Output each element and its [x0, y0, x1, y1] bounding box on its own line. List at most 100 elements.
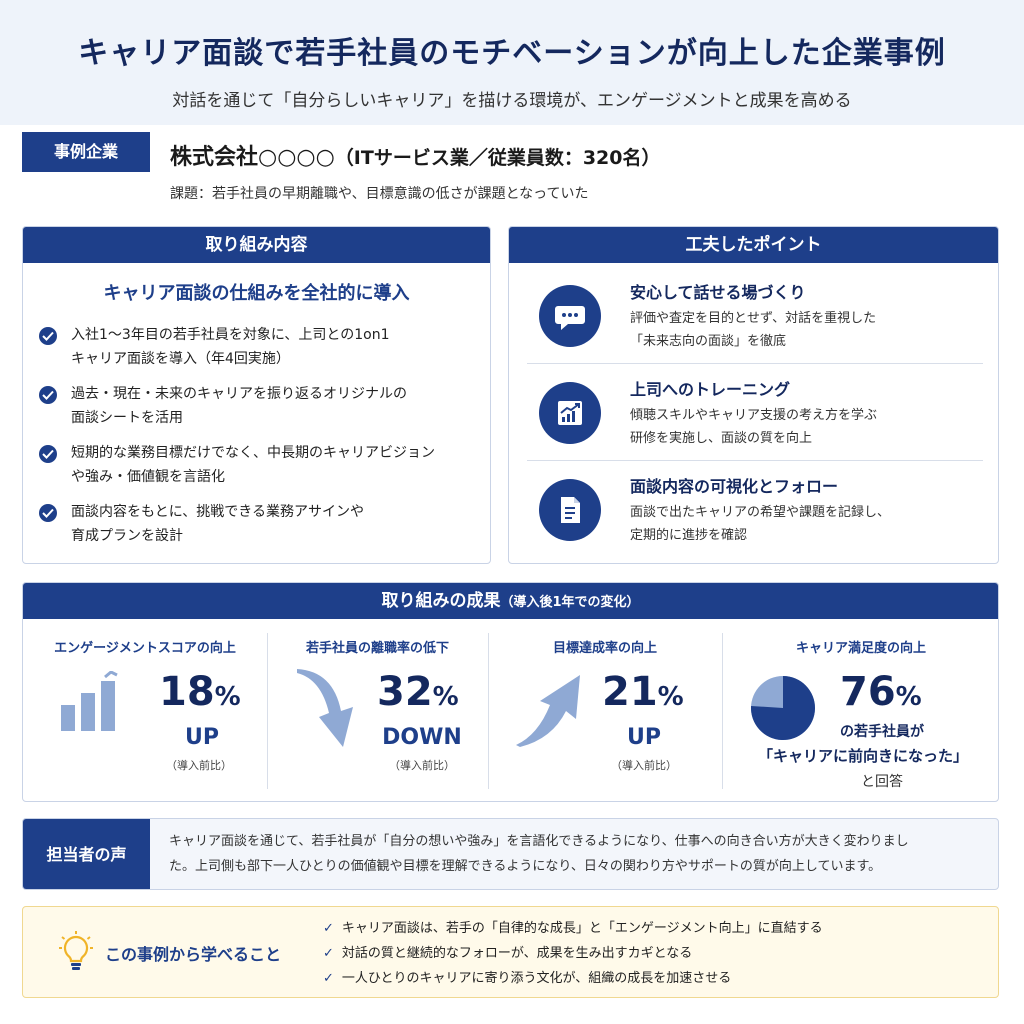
- learning-item: ✓ 対話の質と継続的なフォローが、成果を生み出すカギとなる: [323, 941, 823, 966]
- result-note: （導入前比）: [166, 759, 232, 772]
- learning-item: ✓ 一人ひとりのキャリアに寄り添う文化が、組織の成長を加速させる: [323, 966, 823, 991]
- point-desc-line: 傾聴スキルやキャリア支援の考え方を学ぶ: [630, 408, 878, 423]
- initiative-item: 過去・現在・未来のキャリアを振り返るオリジナルの 面談シートを活用: [39, 382, 490, 430]
- learnings-section: この事例から学べること ✓ キャリア面談は、若手の「自律的な成長」と「エンゲージメ…: [22, 906, 999, 998]
- point-item: 安心して話せる場づくり 評価や査定を目的とせず、対話を重視した 「未来志向の面談」…: [527, 269, 983, 365]
- learning-item: ✓ キャリア面談は、若手の「自律的な成長」と「エンゲージメント向上」に直結する: [323, 916, 823, 941]
- initiative-item: 面談内容をもとに、挑戦できる業務アサインや 育成プランを設計: [39, 500, 490, 548]
- result-statement: と回答: [861, 774, 903, 790]
- company-badge: 事例企業: [22, 132, 150, 172]
- result-title: 若手社員の離職率の低下: [305, 641, 449, 656]
- result-value: 76%: [840, 669, 922, 715]
- point-desc: 傾聴スキルやキャリア支援の考え方を学ぶ 研修を実施し、面談の質を向上: [630, 404, 970, 450]
- value-number: 18: [159, 669, 215, 715]
- bar-chart-icon: [61, 671, 118, 731]
- initiative-line: 育成プランを設計: [71, 528, 183, 544]
- points-heading: 工夫したポイント: [509, 227, 998, 263]
- divider: [488, 633, 489, 789]
- point-desc-line: 研修を実施し、面談の質を向上: [630, 431, 813, 446]
- results-panel: 取り組みの成果（導入後1年での変化） エンゲージメントスコアの向上 18% UP…: [22, 582, 999, 802]
- divider: [722, 633, 723, 789]
- initiative-line: 入社1～3年目の若手社員を対象に、上司との1on1: [71, 327, 390, 343]
- point-desc-line: 定期的に進捗を確認: [630, 528, 748, 543]
- value-number: 32: [377, 669, 433, 715]
- initiative-line: 短期的な業務目標だけでなく、中長期のキャリアビジョン: [71, 445, 435, 461]
- initiatives-panel: 取り組み内容 キャリア面談の仕組みを全社的に導入 入社1～3年目の若手社員を対象…: [22, 226, 491, 564]
- results-heading-main: 取り組みの成果: [381, 591, 501, 611]
- arrow-down-icon: [297, 669, 353, 747]
- point-desc: 面談で出たキャリアの希望や課題を記録し、 定期的に進捗を確認: [630, 501, 970, 547]
- result-direction: DOWN: [382, 725, 462, 750]
- initiative-line: や強み・価値観を言語化: [71, 469, 225, 485]
- check-circle-icon: [39, 386, 57, 404]
- result-satisfaction: キャリア満足度の向上 76% の若手社員が 「キャリアに前向きになった」 と回答: [722, 619, 998, 801]
- chat-bubble-icon: [539, 285, 601, 347]
- company-issue: 課題：若手社員の早期離職や、目標意識の低さが課題となっていた: [170, 186, 589, 202]
- result-value: 32%: [377, 669, 459, 715]
- initiatives-list: 入社1～3年目の若手社員を対象に、上司との1on1 キャリア面談を導入（年4回実…: [39, 323, 490, 548]
- value-number: 76: [840, 669, 896, 715]
- voice-line: キャリア面談を通じて、若手社員が「自分の想いや強み」を言語化できるようになり、仕…: [169, 834, 909, 849]
- voice-line: た。上司側も部下一人ひとりの価値観や目標を理解できるようになり、日々の関わり方や…: [169, 859, 882, 874]
- initiative-line: 面談内容をもとに、挑戦できる業務アサインや: [71, 504, 365, 520]
- initiative-item: 入社1～3年目の若手社員を対象に、上司との1on1 キャリア面談を導入（年4回実…: [39, 323, 490, 371]
- result-value: 18%: [159, 669, 241, 715]
- result-engagement: エンゲージメントスコアの向上 18% UP （導入前比）: [23, 619, 267, 801]
- result-note: （導入前比）: [389, 759, 455, 772]
- document-icon: [539, 479, 601, 541]
- pie-chart-icon: [751, 676, 815, 740]
- growth-chart-icon: [539, 382, 601, 444]
- checkmark-icon: ✓: [323, 946, 334, 961]
- company-name-line: 株式会社○○○○（ITサービス業／従業員数：320名）: [170, 139, 661, 171]
- point-desc-line: 「未来志向の面談」を徹底: [630, 334, 787, 349]
- result-note: （導入前比）: [611, 759, 677, 772]
- result-title: 目標達成率の向上: [552, 641, 657, 656]
- results-heading: 取り組みの成果（導入後1年での変化）: [23, 583, 998, 619]
- pie-slice-major: [751, 676, 815, 740]
- point-title: 面談内容の可視化とフォロー: [630, 477, 839, 496]
- initiative-item: 短期的な業務目標だけでなく、中長期のキャリアビジョン や強み・価値観を言語化: [39, 441, 490, 489]
- check-circle-icon: [39, 445, 57, 463]
- value-unit: %: [657, 682, 684, 712]
- result-direction: UP: [627, 725, 661, 750]
- result-statement: 「キャリアに前向きになった」: [757, 747, 968, 765]
- value-unit: %: [895, 682, 922, 712]
- result-title: エンゲージメントスコアの向上: [54, 641, 236, 656]
- initiative-line: 面談シートを活用: [71, 410, 183, 426]
- result-turnover: 若手社員の離職率の低下 32% DOWN （導入前比）: [267, 619, 488, 801]
- value-unit: %: [432, 682, 459, 712]
- check-circle-icon: [39, 504, 57, 522]
- lightbulb-icon: [59, 931, 93, 970]
- initiatives-heading: 取り組み内容: [23, 227, 490, 263]
- result-value: 21%: [602, 669, 684, 715]
- value-number: 21: [602, 669, 658, 715]
- page-header: キャリア面談で若手社員のモチベーションが向上した企業事例 対話を通じて「自分らし…: [0, 0, 1024, 125]
- arrow-up-icon: [516, 675, 580, 747]
- point-desc: 評価や査定を目的とせず、対話を重視した 「未来志向の面談」を徹底: [630, 307, 970, 353]
- point-title: 上司へのトレーニング: [630, 380, 791, 399]
- divider: [527, 460, 983, 461]
- check-circle-icon: [39, 327, 57, 345]
- results-heading-sub: （導入後1年での変化）: [500, 595, 640, 610]
- value-unit: %: [214, 682, 241, 712]
- learning-text: 一人ひとりのキャリアに寄り添う文化が、組織の成長を加速させる: [341, 971, 732, 986]
- point-desc-line: 面談で出たキャリアの希望や課題を記録し、: [630, 505, 891, 520]
- point-desc-line: 評価や査定を目的とせず、対話を重視した: [630, 311, 877, 326]
- point-item: 面談内容の可視化とフォロー 面談で出たキャリアの希望や課題を記録し、 定期的に進捗…: [527, 463, 983, 559]
- result-goal: 目標達成率の向上 21% UP （導入前比）: [488, 619, 722, 801]
- result-title: キャリア満足度の向上: [795, 641, 926, 656]
- initiative-line: 過去・現在・未来のキャリアを振り返るオリジナルの: [71, 386, 407, 402]
- page-title: キャリア面談で若手社員のモチベーションが向上した企業事例: [78, 36, 946, 71]
- company-detail: （ITサービス業／従業員数：320名）: [334, 147, 661, 169]
- company-name: 株式会社○○○○: [170, 145, 335, 170]
- learnings-list: ✓ キャリア面談は、若手の「自律的な成長」と「エンゲージメント向上」に直結する ✓…: [323, 916, 823, 991]
- voice-section: 担当者の声 キャリア面談を通じて、若手社員が「自分の想いや強み」を言語化できるよ…: [22, 818, 999, 890]
- page-subtitle: 対話を通じて「自分らしいキャリア」を描ける環境が、エンゲージメントと成果を高める: [172, 91, 852, 111]
- learning-text: キャリア面談は、若手の「自律的な成長」と「エンゲージメント向上」に直結する: [341, 921, 823, 936]
- voice-text: キャリア面談を通じて、若手社員が「自分の想いや強み」を言語化できるようになり、仕…: [169, 829, 983, 879]
- point-title: 安心して話せる場づくり: [630, 283, 806, 302]
- initiatives-subheading: キャリア面談の仕組みを全社的に導入: [103, 283, 410, 304]
- result-statement: の若手社員が: [840, 724, 924, 740]
- points-panel: 工夫したポイント 安心して話せる場づくり 評価や査定を目的とせず、対話を重視した…: [508, 226, 999, 564]
- divider: [267, 633, 268, 789]
